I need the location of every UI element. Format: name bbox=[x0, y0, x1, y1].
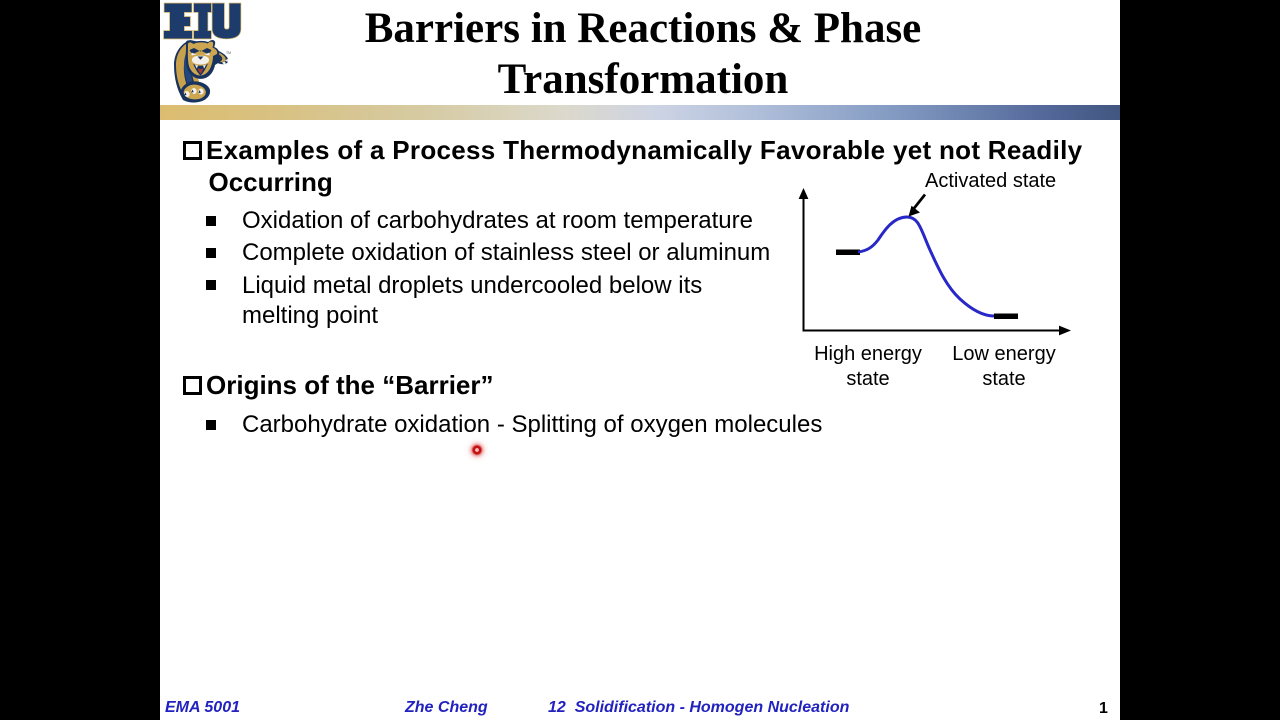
svg-text:state: state bbox=[982, 368, 1025, 390]
svg-text:Low energy: Low energy bbox=[952, 343, 1055, 365]
svg-text:TM: TM bbox=[226, 51, 231, 55]
svg-text:Activated state: Activated state bbox=[925, 170, 1056, 192]
svg-text:High energy: High energy bbox=[814, 343, 922, 365]
svg-text:state: state bbox=[846, 368, 889, 390]
